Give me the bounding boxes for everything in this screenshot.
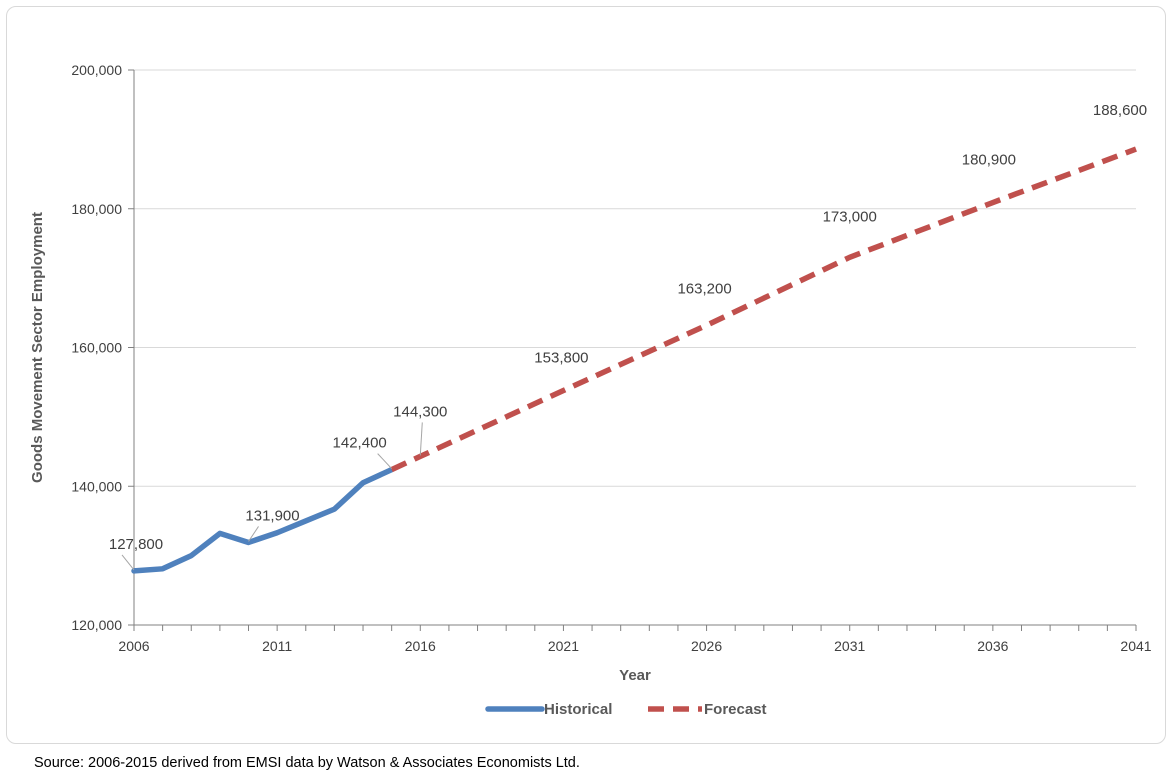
chart-frame	[6, 6, 1166, 744]
x-tick-label: 2041	[1120, 638, 1151, 654]
x-tick-label: 2031	[834, 638, 865, 654]
data-label: 188,600	[1093, 102, 1147, 119]
x-axis-title: Year	[619, 667, 651, 684]
data-label: 173,000	[823, 208, 877, 225]
y-tick-label: 120,000	[71, 617, 122, 633]
source-note: Source: 2006-2015 derived from EMSI data…	[34, 755, 580, 771]
x-tick-label: 2026	[691, 638, 722, 654]
y-tick-label: 200,000	[71, 62, 122, 78]
data-label: 163,200	[677, 280, 731, 297]
leader-line	[121, 554, 135, 571]
x-tick-label: 2021	[548, 638, 579, 654]
data-label: 144,300	[393, 403, 447, 420]
y-tick-label: 180,000	[71, 201, 122, 217]
legend-label-historical: Historical	[544, 701, 612, 718]
legend-label-forecast: Forecast	[704, 701, 767, 718]
data-label: 153,800	[534, 350, 588, 367]
y-tick-label: 160,000	[71, 340, 122, 356]
series-line-forecast	[390, 146, 1137, 473]
leader-line	[377, 453, 393, 469]
leader-line	[248, 526, 259, 542]
x-tick-label: 2006	[118, 638, 149, 654]
x-tick-label: 2036	[977, 638, 1008, 654]
x-tick-label: 2016	[405, 638, 436, 654]
data-label: 142,400	[333, 435, 387, 452]
y-axis-title: Goods Movement Sector Employment	[29, 212, 46, 483]
leader-line	[419, 422, 423, 456]
y-tick-label: 140,000	[71, 478, 122, 494]
x-tick-label: 2011	[262, 638, 292, 654]
data-label: 131,900	[245, 507, 299, 524]
data-label: 127,800	[109, 536, 163, 553]
data-label: 180,900	[962, 152, 1016, 169]
series-line-historical	[131, 466, 395, 574]
